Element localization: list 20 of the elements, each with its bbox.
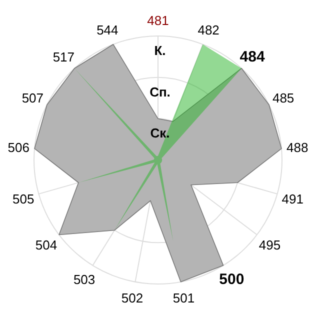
spoke-label: 503 xyxy=(73,272,96,288)
y-tick-label: Ск. xyxy=(150,126,170,141)
spoke-label: 491 xyxy=(282,191,304,206)
spoke-label: 481 xyxy=(147,13,169,28)
spoke-label: 517 xyxy=(52,50,75,65)
spoke-label: 507 xyxy=(22,90,44,106)
spoke-label: 495 xyxy=(258,237,281,252)
spoke-label: 505 xyxy=(12,191,34,206)
y-tick-label: Сп. xyxy=(150,84,170,100)
spoke-label: 485 xyxy=(272,90,294,106)
spoke-label: 506 xyxy=(8,140,30,156)
spoke-label: 544 xyxy=(96,22,118,38)
spoke-label: 482 xyxy=(198,22,220,38)
spoke-label: 484 xyxy=(240,48,266,66)
spoke-label: 504 xyxy=(35,237,58,252)
spoke-label: 500 xyxy=(219,271,244,288)
spoke-label: 502 xyxy=(121,290,144,306)
spoke-label: 488 xyxy=(286,140,308,156)
spoke-label: 501 xyxy=(172,290,195,306)
y-tick-label: К. xyxy=(154,43,166,58)
